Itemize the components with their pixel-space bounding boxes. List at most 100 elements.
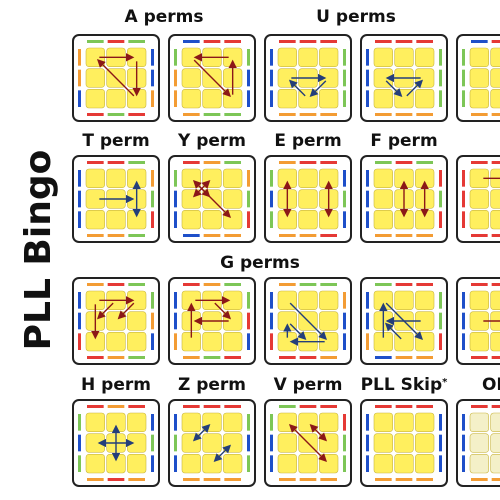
side-sticker-bottom	[128, 113, 145, 116]
face-sticker	[223, 189, 243, 209]
pll-card-skip[interactable]	[360, 399, 448, 487]
face-sticker	[469, 210, 489, 230]
side-sticker-top	[128, 161, 145, 164]
side-sticker-right	[151, 292, 154, 309]
side-sticker-right	[439, 190, 442, 208]
side-sticker-bottom	[491, 356, 500, 359]
side-sticker-top	[320, 283, 337, 286]
side-sticker-bottom	[299, 113, 317, 116]
swap-arrow	[384, 322, 402, 340]
swap-arrow	[289, 323, 307, 341]
face-sticker	[415, 412, 435, 432]
side-sticker-bottom	[87, 478, 104, 481]
pll-card-ua[interactable]	[264, 34, 352, 122]
side-sticker-bottom	[320, 356, 337, 359]
side-sticker-left	[462, 211, 465, 228]
pll-card-oll[interactable]	[456, 399, 500, 487]
face-sticker	[415, 47, 435, 67]
side-sticker-left	[78, 49, 81, 66]
face-sticker	[298, 47, 318, 67]
side-sticker-left	[174, 90, 177, 107]
side-sticker-left	[78, 190, 81, 208]
side-sticker-top	[395, 40, 413, 43]
pll-card-edge3[interactable]	[456, 277, 500, 365]
side-sticker-top	[320, 405, 337, 408]
side-sticker-right	[343, 455, 346, 472]
face-sticker	[490, 290, 500, 310]
face-sticker	[277, 433, 297, 453]
side-sticker-top	[203, 283, 221, 286]
side-sticker-top	[471, 283, 488, 286]
face-sticker	[469, 332, 489, 352]
side-sticker-left	[366, 292, 369, 309]
pll-card-ab[interactable]	[168, 34, 256, 122]
pll-card-gc[interactable]	[264, 277, 352, 365]
pll-card-f[interactable]	[360, 155, 448, 243]
pll-card-y[interactable]	[168, 155, 256, 243]
pll-card-aa[interactable]	[72, 34, 160, 122]
pll-card-t[interactable]	[72, 155, 160, 243]
face-sticker	[319, 290, 339, 310]
face-sticker	[469, 189, 489, 209]
face-sticker	[298, 189, 318, 209]
face-sticker	[490, 412, 500, 432]
side-sticker-top	[416, 283, 433, 286]
face-sticker	[85, 210, 105, 230]
side-sticker-left	[174, 455, 177, 472]
pll-card-ga[interactable]	[72, 277, 160, 365]
pll-card-edge[interactable]	[456, 34, 500, 122]
pll-card-v[interactable]	[264, 399, 352, 487]
side-sticker-left	[174, 69, 177, 87]
pll-card-edge2[interactable]	[456, 155, 500, 243]
pll-card-e[interactable]	[264, 155, 352, 243]
side-sticker-left	[462, 333, 465, 350]
face-sticker	[394, 412, 414, 432]
side-sticker-bottom	[320, 113, 337, 116]
side-sticker-left	[270, 170, 273, 187]
face-sticker	[181, 89, 201, 109]
side-sticker-left	[174, 292, 177, 309]
swap-arrow	[309, 423, 328, 442]
side-sticker-left	[78, 333, 81, 350]
side-sticker-left	[462, 434, 465, 452]
face-sticker	[373, 433, 393, 453]
side-sticker-left	[462, 414, 465, 431]
side-sticker-top	[299, 161, 317, 164]
side-sticker-top	[224, 405, 241, 408]
face-sticker	[298, 454, 318, 474]
group-label: PLL Skip*	[361, 375, 449, 395]
group-label: Z perm	[178, 375, 246, 395]
group-label: H perm	[81, 375, 151, 395]
side-sticker-bottom	[491, 478, 500, 481]
side-sticker-bottom	[203, 234, 221, 237]
face-sticker	[106, 332, 126, 352]
side-sticker-left	[78, 414, 81, 431]
side-sticker-right	[151, 190, 154, 208]
face-sticker	[490, 189, 500, 209]
side-sticker-top	[279, 405, 296, 408]
side-sticker-top	[279, 161, 296, 164]
face-sticker	[223, 168, 243, 188]
side-sticker-bottom	[224, 478, 241, 481]
group-label: A perms	[125, 7, 204, 27]
pll-card-gd[interactable]	[360, 277, 448, 365]
face-sticker	[106, 168, 126, 188]
side-sticker-bottom	[471, 234, 488, 237]
group-label: Y perm	[177, 131, 246, 151]
side-sticker-right	[247, 190, 250, 208]
side-sticker-top	[375, 161, 392, 164]
pll-card-z[interactable]	[168, 399, 256, 487]
pll-card-gb[interactable]	[168, 277, 256, 365]
side-sticker-left	[270, 292, 273, 309]
group-label: G perms	[220, 253, 300, 273]
side-sticker-top	[416, 405, 433, 408]
pll-card-ub[interactable]	[360, 34, 448, 122]
side-sticker-top	[128, 405, 145, 408]
face-sticker	[415, 433, 435, 453]
side-sticker-left	[78, 434, 81, 452]
side-sticker-left	[78, 211, 81, 228]
side-sticker-right	[151, 414, 154, 431]
side-sticker-left	[78, 90, 81, 107]
side-sticker-left	[270, 90, 273, 107]
pll-card-h[interactable]	[72, 399, 160, 487]
